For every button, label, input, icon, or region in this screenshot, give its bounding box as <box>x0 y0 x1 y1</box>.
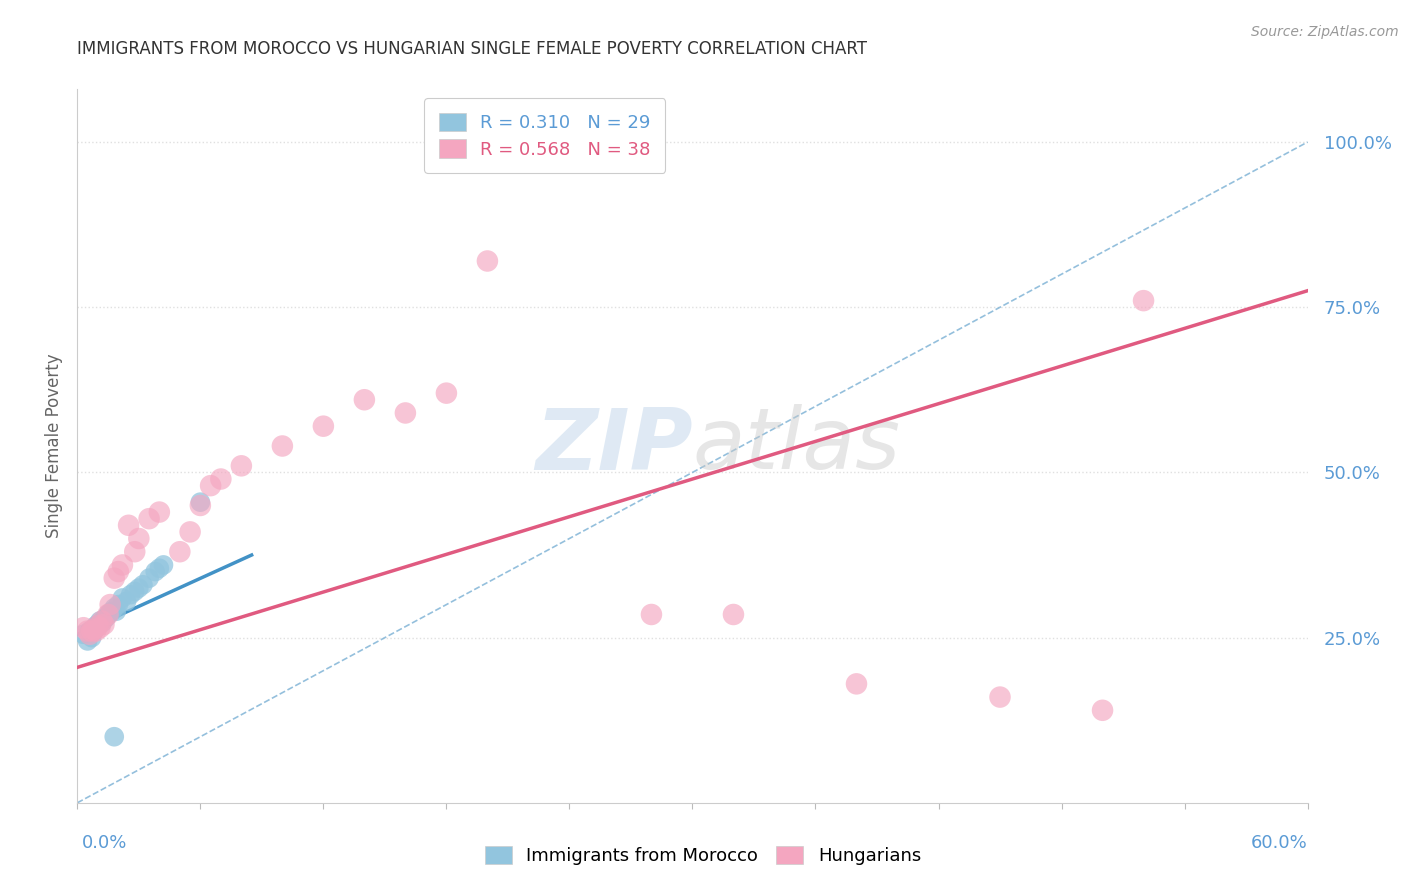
Point <box>143 565 166 579</box>
Point <box>103 730 125 744</box>
Point <box>101 604 124 618</box>
Point <box>477 254 499 268</box>
Point <box>138 571 160 585</box>
Point <box>845 677 868 691</box>
Point <box>169 545 191 559</box>
Point <box>107 598 129 612</box>
Point <box>89 621 111 635</box>
Point <box>988 690 1011 704</box>
Text: 0.0%: 0.0% <box>82 834 127 852</box>
Point <box>353 392 375 407</box>
Text: 60.0%: 60.0% <box>1251 834 1308 852</box>
Point <box>111 558 134 572</box>
Point <box>98 606 121 620</box>
Point <box>120 588 142 602</box>
Point <box>124 545 146 559</box>
Point <box>231 458 253 473</box>
Text: ZIP: ZIP <box>534 404 693 488</box>
Point <box>115 594 138 608</box>
Point <box>89 614 111 628</box>
Y-axis label: Single Female Poverty: Single Female Poverty <box>45 354 63 538</box>
Point <box>90 614 114 628</box>
Point <box>80 631 103 645</box>
Point <box>148 561 170 575</box>
Point <box>103 571 125 585</box>
Point <box>132 578 155 592</box>
Point <box>107 565 129 579</box>
Point <box>148 505 170 519</box>
Point <box>93 617 115 632</box>
Text: Source: ZipAtlas.com: Source: ZipAtlas.com <box>1251 25 1399 39</box>
Point <box>111 591 134 605</box>
Point <box>76 634 98 648</box>
Point <box>138 511 160 525</box>
Text: IMMIGRANTS FROM MOROCCO VS HUNGARIAN SINGLE FEMALE POVERTY CORRELATION CHART: IMMIGRANTS FROM MOROCCO VS HUNGARIAN SIN… <box>77 40 868 58</box>
Point <box>84 618 107 632</box>
Point <box>79 627 101 641</box>
Point <box>79 624 101 638</box>
Point <box>94 611 117 625</box>
Point <box>723 607 745 622</box>
Point <box>105 604 128 618</box>
Point <box>209 472 232 486</box>
Point <box>436 386 458 401</box>
Point <box>98 598 121 612</box>
Legend: Immigrants from Morocco, Hungarians: Immigrants from Morocco, Hungarians <box>475 837 931 874</box>
Point <box>188 499 212 513</box>
Point <box>312 419 335 434</box>
Point <box>128 581 150 595</box>
Point <box>93 612 115 626</box>
Point <box>128 532 150 546</box>
Point <box>72 621 94 635</box>
Point <box>83 624 105 638</box>
Point <box>87 618 110 632</box>
Point <box>200 478 222 492</box>
Point <box>90 616 114 631</box>
Point <box>394 406 416 420</box>
Point <box>103 600 125 615</box>
Text: atlas: atlas <box>693 404 900 488</box>
Point <box>84 624 107 638</box>
Point <box>1091 703 1114 717</box>
Point <box>152 558 174 572</box>
Point <box>80 624 103 638</box>
Point <box>271 439 294 453</box>
Point <box>87 617 110 632</box>
Point <box>124 584 146 599</box>
Point <box>72 627 94 641</box>
Point <box>76 624 98 638</box>
Legend: R = 0.310   N = 29, R = 0.568   N = 38: R = 0.310 N = 29, R = 0.568 N = 38 <box>425 98 665 173</box>
Point <box>97 607 120 622</box>
Point <box>640 607 662 622</box>
Point <box>83 623 105 637</box>
Point <box>117 518 139 533</box>
Point <box>179 524 201 539</box>
Point <box>1132 293 1154 308</box>
Point <box>97 607 120 622</box>
Point <box>188 495 212 509</box>
